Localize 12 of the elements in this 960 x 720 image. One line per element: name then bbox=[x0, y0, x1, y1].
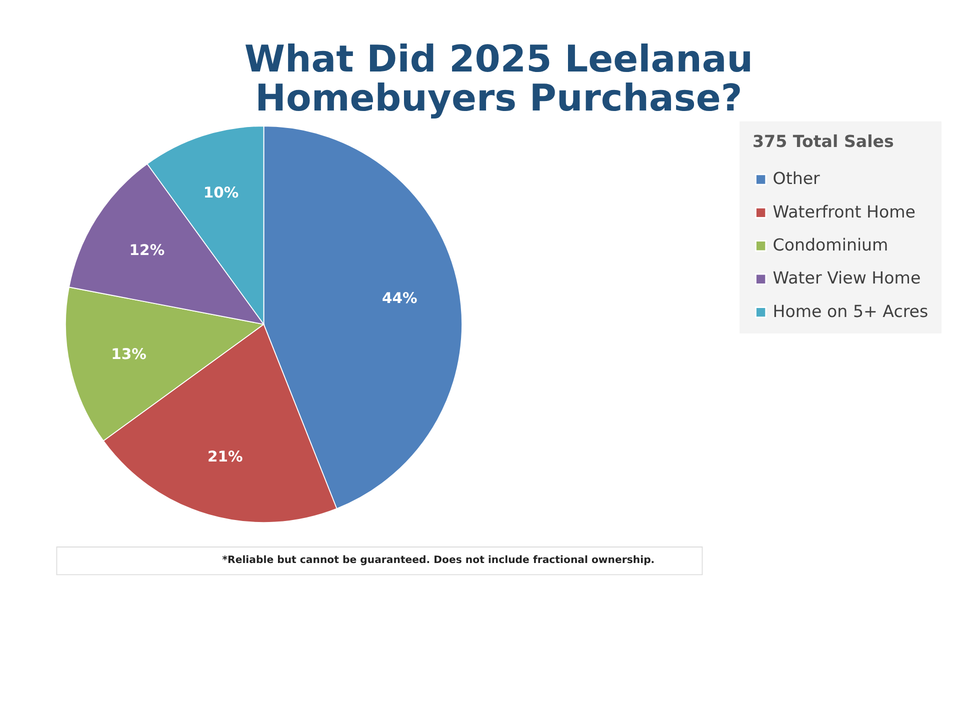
legend-label: Other bbox=[772, 169, 820, 188]
data-label: 13% bbox=[111, 346, 147, 364]
legend-title: 375 Total Sales bbox=[752, 132, 894, 152]
data-label: 21% bbox=[208, 448, 244, 466]
legend-label: Home on 5+ Acres bbox=[772, 302, 928, 321]
legend-label: Water View Home bbox=[772, 268, 921, 288]
legend-label: Condominium bbox=[772, 236, 888, 255]
data-label: 44% bbox=[382, 290, 418, 307]
data-label: 12% bbox=[129, 242, 165, 259]
legend-label: Waterfront Home bbox=[772, 202, 916, 222]
data-label: 10% bbox=[203, 184, 239, 202]
text: *Reliable but cannot be guaranteed. Does not include fractional ownership. bbox=[222, 555, 655, 566]
